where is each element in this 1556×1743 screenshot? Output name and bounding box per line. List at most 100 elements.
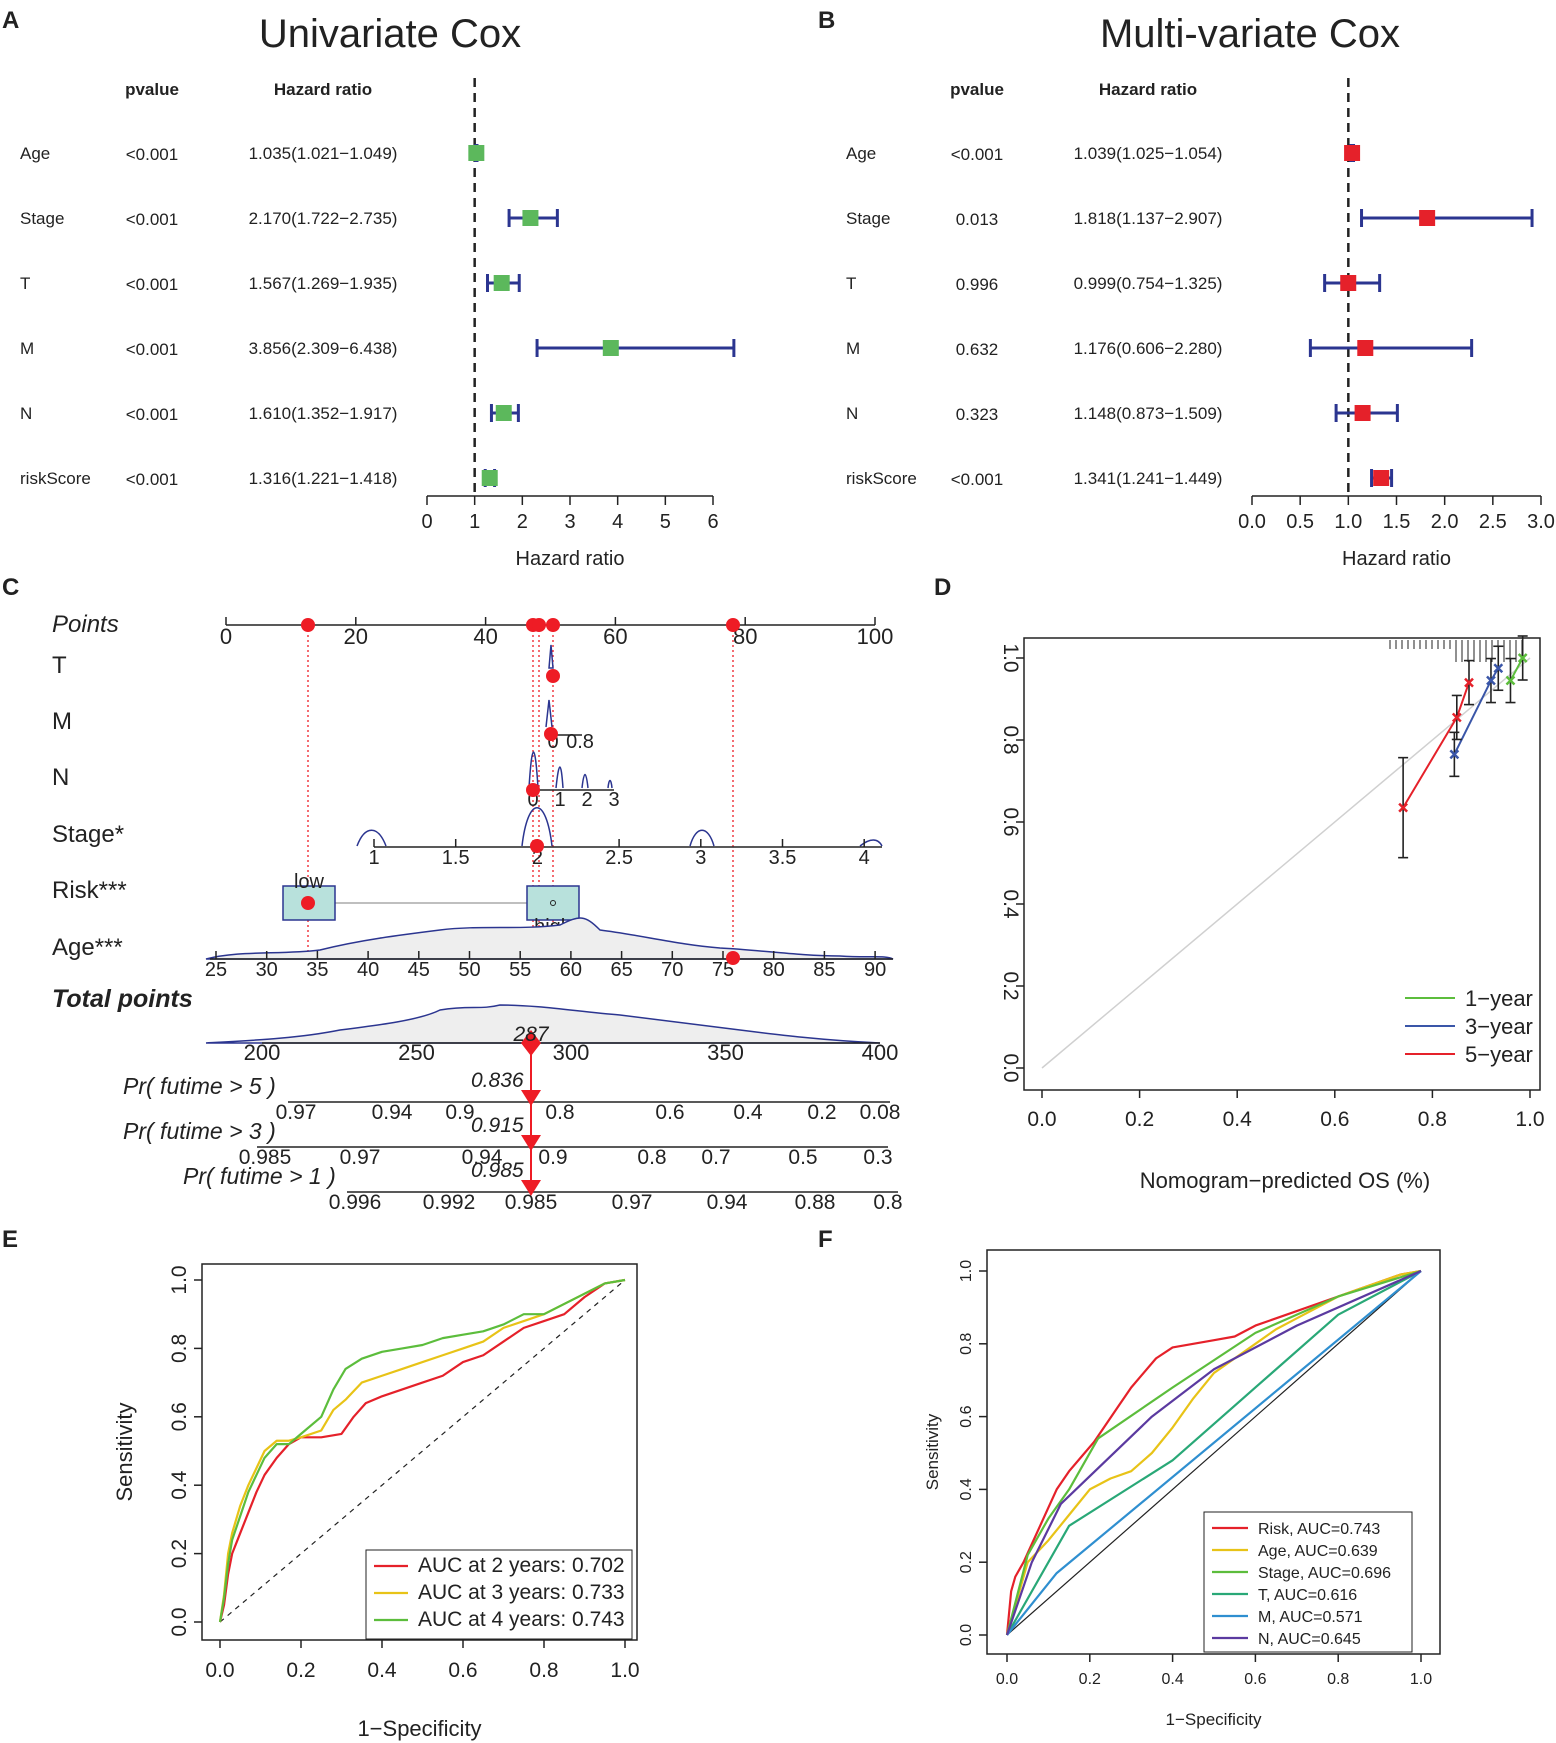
x-tick-label: 2.5	[1479, 511, 1507, 533]
row-pvalue: <0.001	[126, 405, 178, 424]
y-tick-label: 0.4	[168, 1470, 191, 1500]
total-points-label: Total points	[52, 985, 193, 1013]
tick-label-age: 90	[864, 959, 886, 981]
panel-letter-f: F	[818, 1226, 833, 1253]
tick-label-age: 85	[813, 959, 835, 981]
prob-tick-label: 0.8	[873, 1191, 902, 1214]
x-tick-label: 0.8	[1327, 1671, 1349, 1688]
prob-label: Pr( futime > 3 )	[123, 1118, 276, 1144]
tick-label-age: 25	[205, 959, 227, 981]
prob-tick-label: 0.94	[372, 1101, 413, 1124]
x-tick-label: 5	[660, 511, 671, 533]
value-marker-age	[726, 951, 740, 965]
hr-point	[1340, 275, 1357, 291]
roc-plot-time: 0.0 0.2 0.4 0.6 0.8 1.0 0.0 0.2 0.4 0.6 0.8 1.0 1−Sp…	[112, 1263, 640, 1741]
tick-label-age: 40	[357, 959, 379, 981]
points-marker	[726, 618, 740, 632]
tick-label-age: 55	[509, 959, 531, 981]
variable-label-stage: Stage*	[52, 821, 124, 848]
panel-letter-b: B	[818, 7, 835, 34]
density-curve	[528, 751, 613, 789]
y-tick-label: 0.0	[999, 1053, 1022, 1082]
prob-value: 0.985	[471, 1159, 524, 1182]
legend-label: M, AUC=0.571	[1258, 1609, 1363, 1626]
prob-tick-label: 0.8	[637, 1146, 666, 1169]
y-tick-label: 1.0	[958, 1260, 975, 1282]
x-tick-label: 0.5	[1286, 511, 1314, 533]
tick-label-m: 0.8	[566, 731, 594, 753]
plot-frame	[986, 1249, 1441, 1655]
density-curve	[545, 699, 553, 728]
tick-label-stage: 1.5	[442, 847, 470, 869]
value-marker-n	[526, 783, 540, 797]
roc-curve	[1005, 1269, 1422, 1636]
y-tick-label: 0.6	[958, 1405, 975, 1427]
calibration-plot: 0.0 0.2 0.4 0.6 0.8 1.0 0.0 0.2 0.4 0.6 0.8 1.0 Nomo…	[999, 635, 1545, 1193]
hr-point	[481, 470, 498, 486]
variable-label-m: M	[52, 708, 72, 735]
tick-label-total: 400	[862, 1040, 899, 1065]
hr-point	[493, 275, 510, 291]
x-tick-label: 0.6	[1320, 1108, 1349, 1131]
forest-plot-multivariate: Multi-variate Cox pvalue Hazard ratio Age <0…	[846, 12, 1555, 570]
x-tick-label: 2.0	[1431, 511, 1459, 533]
roc-curve	[1006, 1270, 1422, 1636]
x-tick-label: 1.0	[1515, 1108, 1544, 1131]
ideal-line	[1041, 657, 1531, 1069]
hr-point	[1357, 340, 1374, 356]
row-hr-text: 1.567(1.269−1.935)	[249, 274, 398, 293]
y-tick-label: 0.8	[168, 1334, 191, 1363]
prob-tick-label: 0.88	[795, 1191, 836, 1214]
tick-label-age: 75	[712, 959, 734, 981]
x-axis-title: 1−Specificity	[1166, 1710, 1262, 1729]
x-tick-label: 0.0	[1027, 1108, 1056, 1131]
tick-label-stage: 2	[532, 847, 543, 869]
prob-marker	[521, 1135, 541, 1151]
total-value: 287	[512, 1023, 549, 1046]
prob-tick-label: 0.3	[863, 1146, 892, 1169]
x-tick-label: 4	[612, 511, 623, 533]
tick-label-stage: 3.5	[769, 847, 797, 869]
panel-letter-e: E	[2, 1226, 18, 1253]
x-tick-label: 6	[707, 511, 718, 533]
row-label: M	[20, 339, 34, 358]
x-tick-label: 0.4	[367, 1659, 397, 1682]
prob-tick-label: 0.985	[505, 1191, 558, 1214]
legend-label: Age, AUC=0.639	[1258, 1543, 1378, 1560]
tick-label-age: 35	[306, 959, 328, 981]
row-hr-text: 1.316(1.221−1.418)	[249, 469, 398, 488]
row-label: Stage	[20, 209, 64, 228]
row-hr-text: 1.818(1.137−2.907)	[1074, 209, 1223, 228]
row-pvalue: 0.996	[956, 275, 999, 294]
points-tick-label: 0	[220, 624, 232, 649]
row-hr-text: 3.856(2.309−6.438)	[249, 339, 398, 358]
row-label: riskScore	[20, 469, 91, 488]
row-pvalue: <0.001	[126, 340, 178, 359]
tick-label-stage: 2.5	[605, 847, 633, 869]
legend-box	[1203, 1511, 1413, 1653]
tick-label-age: 65	[610, 959, 632, 981]
prob-tick-label: 0.4	[733, 1101, 763, 1124]
legend-box	[365, 1549, 633, 1640]
x-tick-label: 0.6	[1244, 1671, 1266, 1688]
variable-label-t: T	[52, 652, 67, 679]
density-curve-age	[205, 917, 894, 960]
y-tick-label: 1.0	[999, 643, 1022, 672]
row-pvalue: 0.323	[956, 405, 999, 424]
y-tick-label: 0.0	[168, 1607, 191, 1636]
data-point	[1451, 712, 1462, 723]
prob-label: Pr( futime > 1 )	[183, 1163, 336, 1189]
tick-label-total: 350	[707, 1040, 744, 1065]
x-axis-title: Nomogram−predicted OS (%)	[1140, 1168, 1430, 1193]
risk-marker-high	[550, 900, 556, 906]
row-pvalue: <0.001	[126, 145, 178, 164]
x-tick-label: 0.0	[205, 1659, 234, 1682]
row-hr-text: 1.039(1.025−1.054)	[1074, 144, 1223, 163]
prob-tick-label: 0.7	[701, 1146, 730, 1169]
legend-label: 5−year	[1465, 1042, 1533, 1067]
prob-marker	[521, 1090, 541, 1106]
data-point	[1464, 677, 1474, 688]
data-point	[1449, 749, 1460, 760]
y-tick-label: 0.4	[958, 1478, 975, 1500]
